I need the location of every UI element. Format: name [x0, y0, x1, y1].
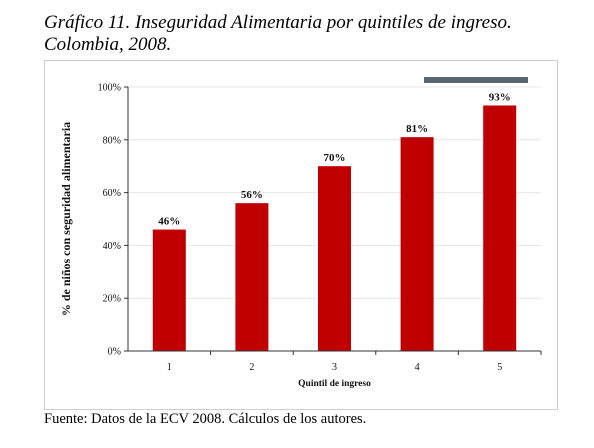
axes: 0% 20% 40% 60% 80% 100% 1 2 3 4 5 [98, 83, 542, 373]
y-tick-label: 20% [103, 294, 121, 305]
source-note: Fuente: Datos de la ECV 2008. Cálculos d… [44, 411, 367, 427]
y-axis-title: % de niños con seguridad alimentaria [59, 122, 73, 316]
data-label: 93% [489, 91, 511, 103]
x-tick-label: 3 [332, 362, 337, 373]
bar [483, 105, 517, 351]
legend-swatch [424, 77, 528, 83]
bar [152, 229, 186, 351]
bar [400, 137, 434, 351]
bar [235, 203, 269, 351]
bar [318, 166, 351, 351]
data-label: 56% [241, 189, 263, 201]
x-axis-title: Quintil de ingreso [298, 379, 371, 389]
data-label: 81% [406, 123, 428, 135]
x-tick-label: 4 [415, 362, 420, 373]
data-label: 70% [324, 152, 346, 164]
y-tick-label: 80% [103, 135, 121, 146]
chart-frame [44, 60, 558, 410]
bars: 46% 56% 70% 81% 93% [152, 91, 517, 351]
x-tick-label: 1 [167, 362, 172, 373]
y-tick-label: 0% [108, 347, 121, 358]
chart-title: Gráfico 11. Inseguridad Alimentaria por … [44, 12, 512, 55]
y-tick-label: 100% [98, 83, 121, 94]
data-label: 46% [158, 216, 180, 228]
legend-bar [424, 77, 528, 83]
y-tick-label: 40% [103, 241, 121, 252]
y-tick-label: 60% [103, 188, 121, 199]
x-tick-label: 2 [249, 362, 254, 373]
x-tick-label: 5 [497, 362, 502, 373]
